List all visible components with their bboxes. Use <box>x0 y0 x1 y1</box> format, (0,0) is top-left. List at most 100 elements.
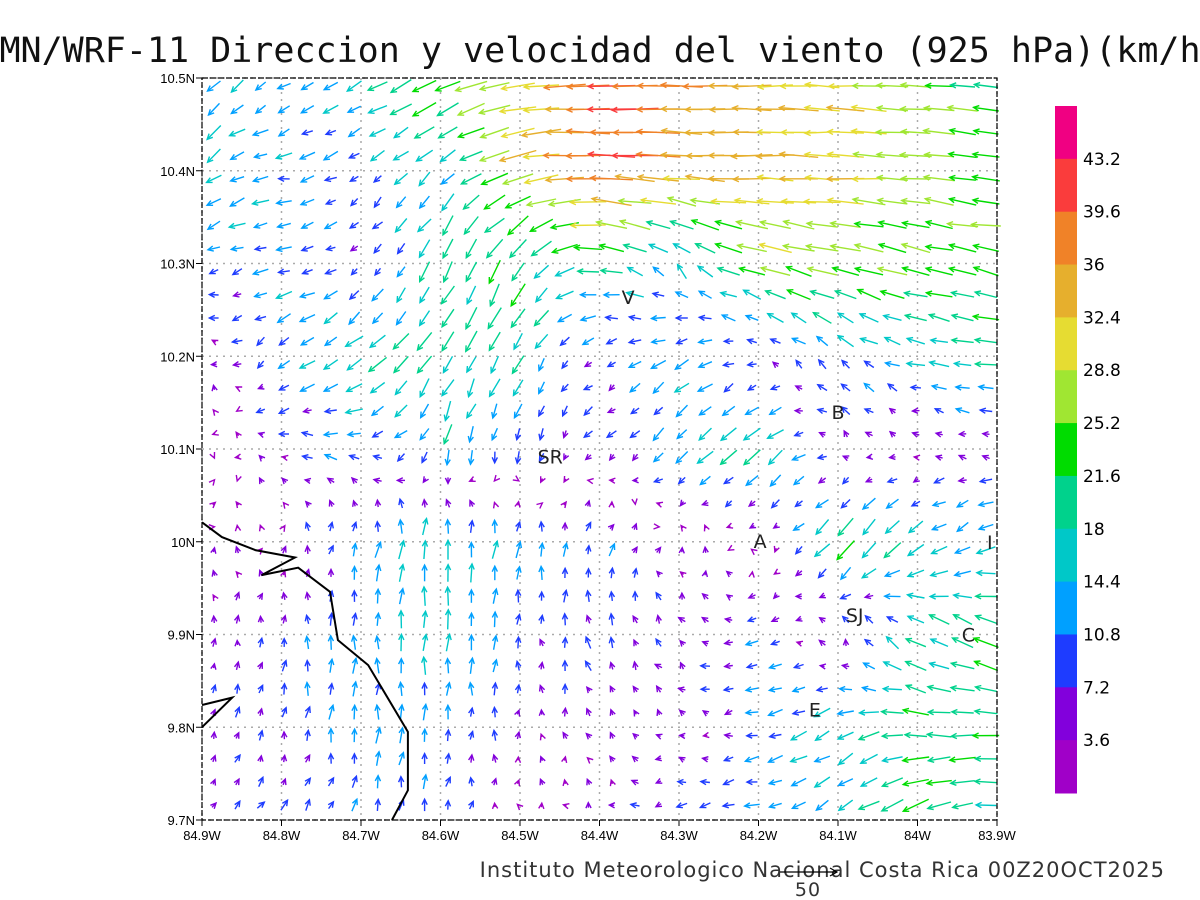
wind-vector <box>323 336 338 347</box>
wind-vector <box>610 106 659 114</box>
wind-vector-arrowhead <box>326 477 334 484</box>
wind-vector-shaft <box>523 153 560 158</box>
wind-vector-arrowhead <box>652 455 660 463</box>
wind-vector <box>258 523 266 532</box>
wind-vector <box>791 709 806 716</box>
wind-vector-arrowhead <box>299 107 308 114</box>
wind-vector <box>956 521 969 533</box>
wind-vector-shaft <box>685 175 725 183</box>
wind-vector-arrowhead <box>818 639 826 647</box>
wind-vector-shaft <box>446 753 450 764</box>
wind-vector-arrowhead <box>229 200 237 207</box>
wind-vector-arrowhead <box>981 430 989 438</box>
wind-vector-shaft <box>978 501 994 506</box>
wind-vector <box>812 311 832 324</box>
wind-vector-arrowhead <box>278 339 286 346</box>
x-tick-label: 84.5W <box>501 828 539 843</box>
wind-vector-arrowhead <box>625 290 633 298</box>
wind-vector-arrowhead <box>757 242 766 249</box>
wind-vector-arrowhead <box>606 407 615 414</box>
wind-vector-arrowhead <box>981 454 989 461</box>
wind-vector-arrowhead <box>790 780 798 787</box>
wind-vector <box>304 776 312 787</box>
wind-vector <box>256 801 266 809</box>
wind-vector-shaft <box>442 238 454 259</box>
wind-vector-arrowhead <box>655 614 662 622</box>
wind-vector-arrowhead <box>857 804 866 811</box>
wind-vector-arrowhead <box>396 454 404 462</box>
wind-vector <box>538 613 545 624</box>
wind-vector <box>675 451 689 465</box>
wind-vector <box>770 616 780 622</box>
wind-vector-arrowhead <box>930 548 938 555</box>
wind-vector <box>493 474 501 483</box>
wind-vector-arrowhead <box>208 268 216 275</box>
wind-vector-shaft <box>302 130 314 135</box>
wind-vector-shaft <box>955 546 971 554</box>
wind-vector <box>304 705 311 719</box>
wind-vector <box>508 239 527 259</box>
wind-vector-arrowhead <box>253 291 261 299</box>
wind-vector-arrowhead <box>468 611 475 619</box>
wind-vector-shaft <box>674 382 690 393</box>
wind-vector-arrowhead <box>768 408 776 416</box>
wind-vector-arrowhead <box>841 455 850 462</box>
wind-vector-arrowhead <box>683 129 691 136</box>
wind-vector <box>723 639 733 646</box>
wind-vector <box>374 634 381 650</box>
wind-vector-arrowhead <box>411 110 420 117</box>
wind-vector-arrowhead <box>689 197 697 204</box>
wind-vector-arrowhead <box>399 539 406 547</box>
wind-vector-arrowhead <box>585 801 592 809</box>
wind-vector-arrowhead <box>303 477 312 485</box>
wind-vector <box>465 261 478 283</box>
wind-vector-shaft <box>523 107 560 112</box>
wind-vector <box>725 570 733 578</box>
wind-vector <box>208 268 219 275</box>
wind-vector-arrowhead <box>422 476 429 484</box>
wind-vector <box>421 797 428 812</box>
wind-vector-shaft <box>509 239 527 258</box>
wind-vector-arrowhead <box>411 86 420 93</box>
wind-vector-shaft <box>323 150 339 161</box>
wind-vector <box>945 220 979 228</box>
place-label: I <box>987 532 993 554</box>
wind-vector <box>276 82 291 90</box>
wind-vector-shaft <box>975 615 998 625</box>
wind-vector <box>300 221 314 229</box>
wind-vector <box>298 360 316 369</box>
wind-vector-shaft <box>438 126 458 139</box>
wind-vector-arrowhead <box>882 661 890 668</box>
wind-vector-shaft <box>232 339 243 343</box>
wind-vector-arrowhead <box>698 802 707 809</box>
wind-vector <box>744 314 759 321</box>
colorbar-label: 7.2 <box>1083 678 1110 698</box>
wind-vector-shaft <box>555 266 575 277</box>
wind-vector-arrowhead <box>839 593 847 600</box>
wind-vector <box>719 290 737 298</box>
wind-vector-arrowhead <box>725 522 734 529</box>
wind-vector-arrowhead <box>562 778 569 787</box>
wind-vector-shaft <box>840 566 852 580</box>
wind-vector <box>418 171 431 187</box>
wind-vector-shaft <box>951 734 975 737</box>
wind-vector-shaft <box>538 358 545 371</box>
wind-vector <box>512 475 521 482</box>
wind-vector-arrowhead <box>212 593 219 602</box>
wind-vector-shaft <box>557 313 573 323</box>
wind-vector-shaft <box>582 337 595 346</box>
wind-vector-arrowhead <box>675 410 683 418</box>
wind-vector-arrowhead <box>281 477 289 485</box>
wind-vector-arrowhead <box>744 686 753 693</box>
wind-vector-arrowhead <box>304 798 311 806</box>
wind-vector <box>888 407 896 415</box>
wind-vector-arrowhead <box>538 801 545 810</box>
wind-vector-arrowhead <box>323 223 332 230</box>
wind-vector <box>948 756 976 763</box>
wind-vector-arrowhead <box>655 733 663 740</box>
wind-vector-arrowhead <box>421 773 429 781</box>
wind-vector <box>520 128 562 138</box>
wind-vector <box>901 756 930 764</box>
wind-vector <box>375 563 382 582</box>
wind-vector-arrowhead <box>709 198 718 205</box>
